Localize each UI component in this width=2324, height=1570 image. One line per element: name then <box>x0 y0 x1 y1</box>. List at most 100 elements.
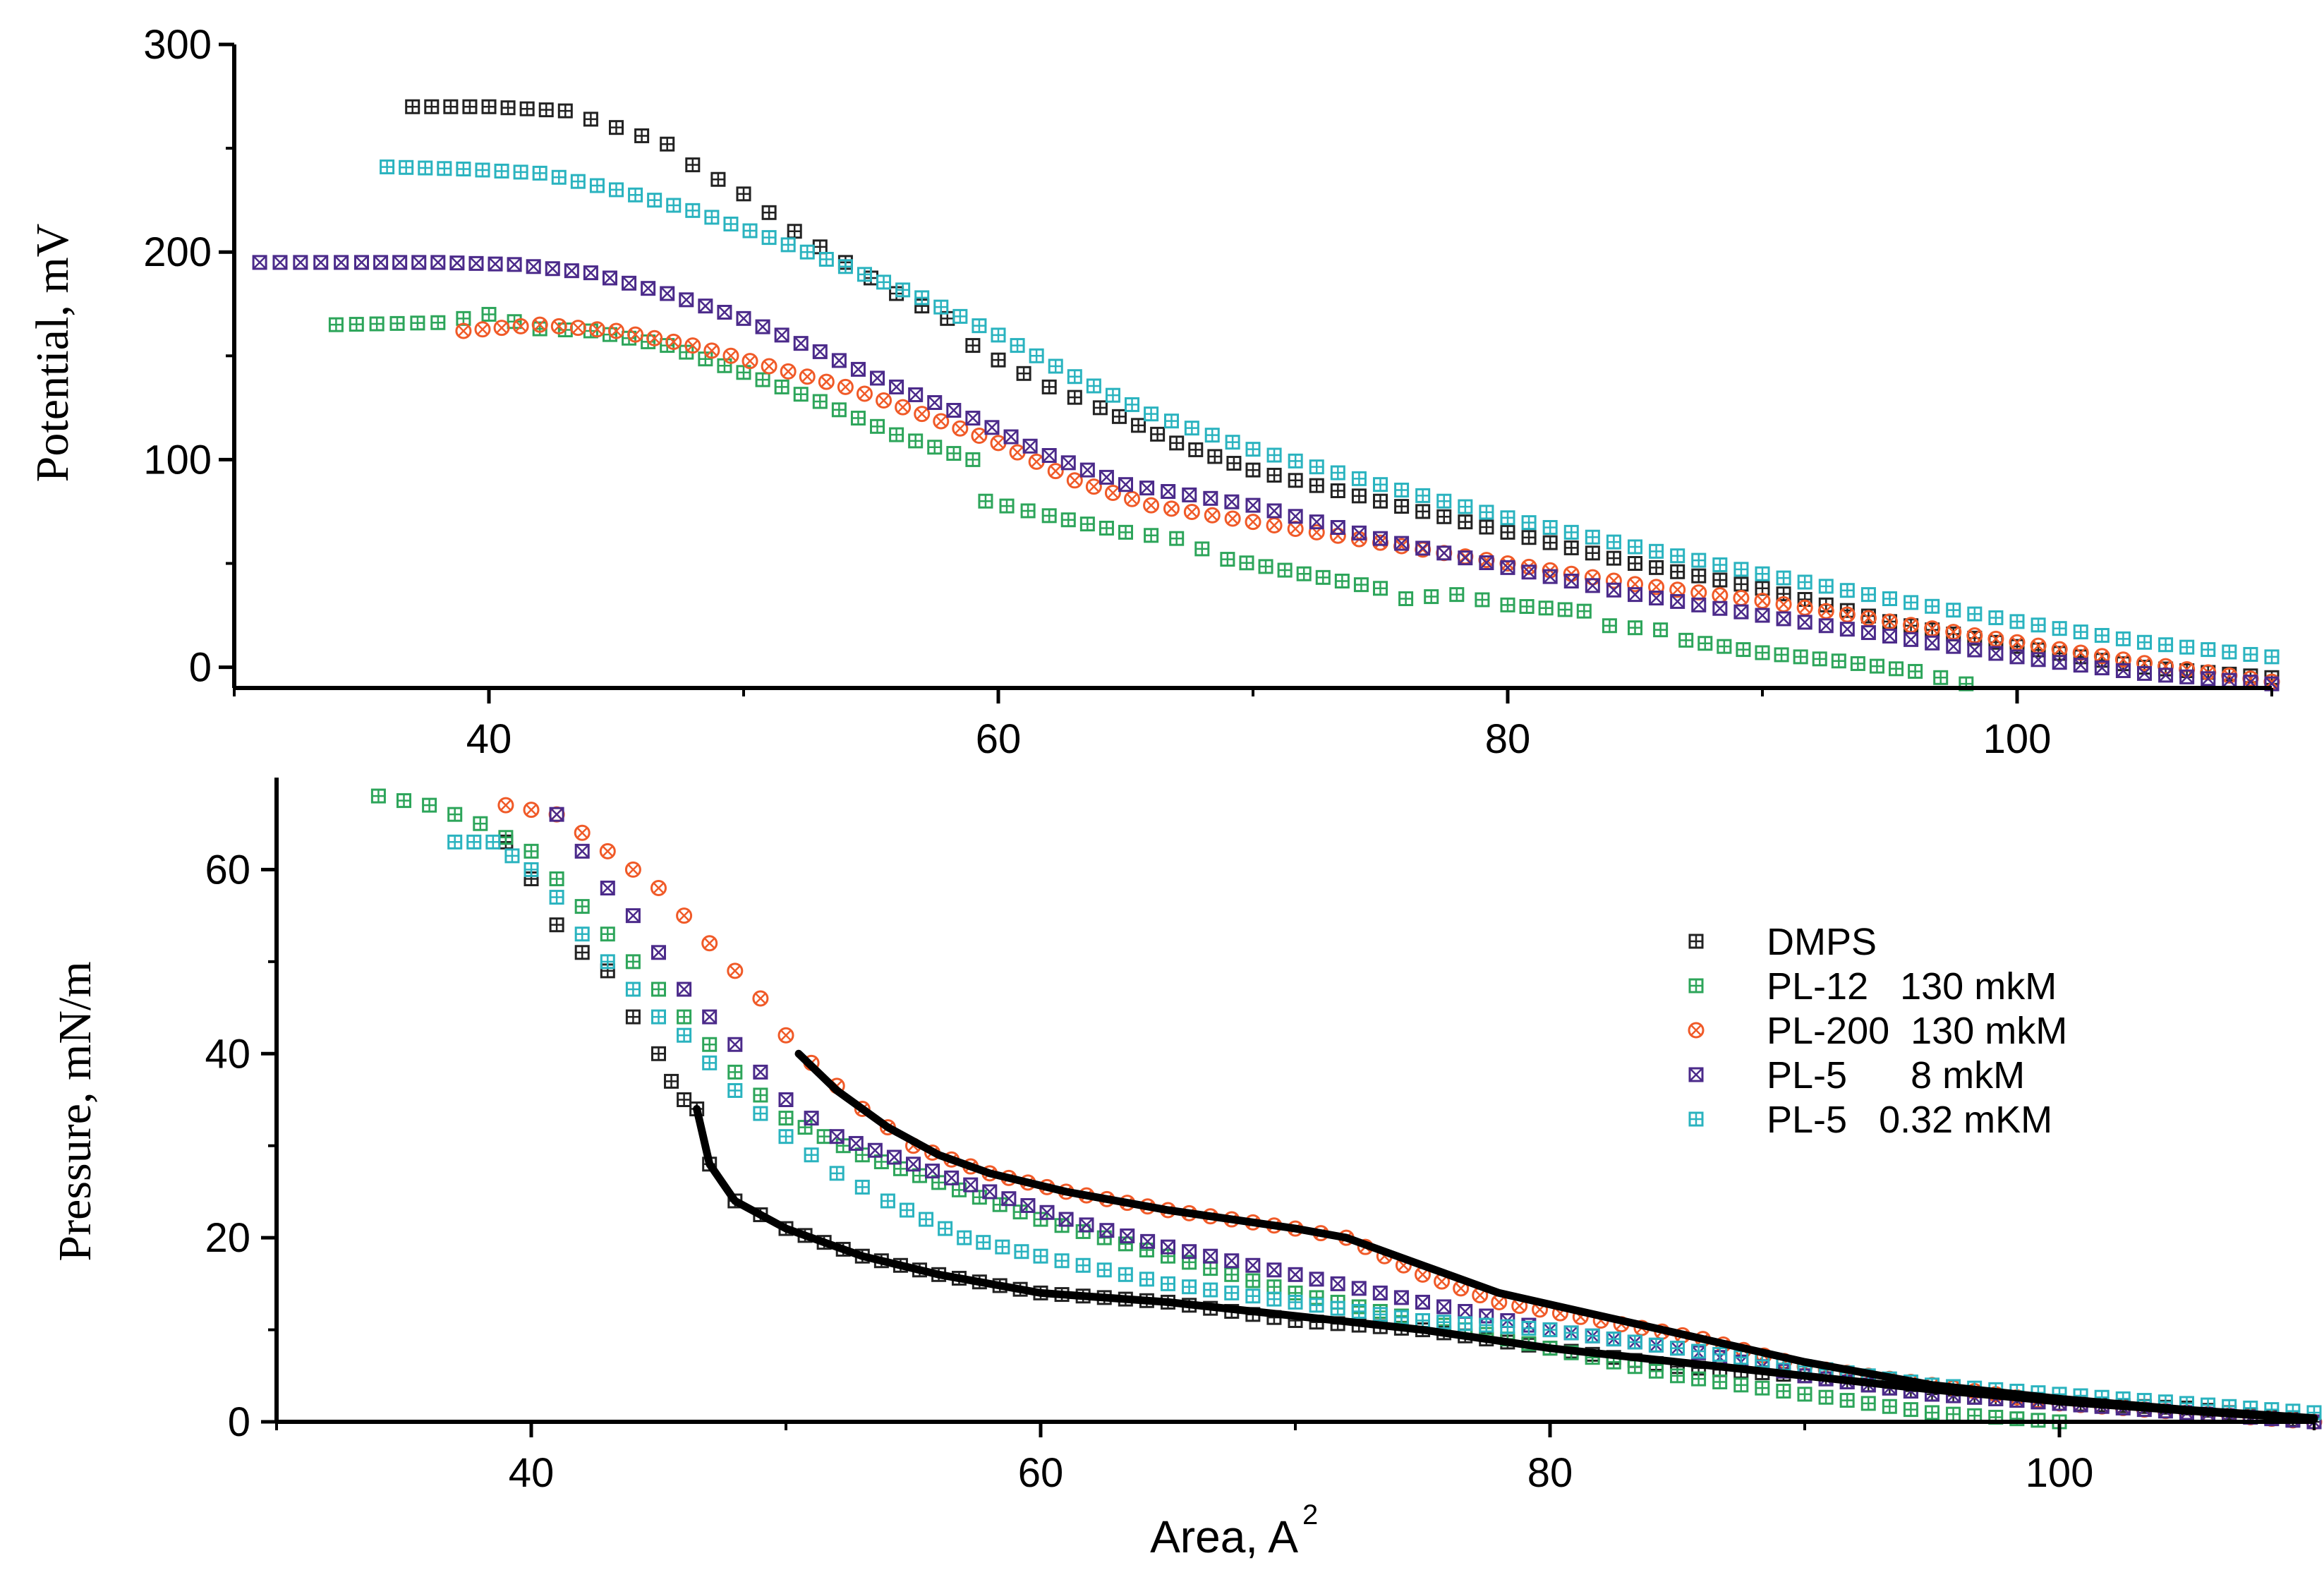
data-point <box>1882 628 1897 644</box>
data-point <box>1139 1272 1154 1287</box>
pressure-fit-layer <box>693 1049 2318 1423</box>
data-point <box>399 159 414 175</box>
y-tick-label: 300 <box>143 22 212 68</box>
data-point <box>507 257 522 272</box>
data-point <box>702 1037 718 1052</box>
data-point <box>1889 661 1904 677</box>
data-point <box>1266 1262 1282 1278</box>
data-point <box>424 99 440 114</box>
data-point <box>1712 587 1729 604</box>
data-point <box>1755 1380 1770 1396</box>
data-point <box>1712 1346 1728 1362</box>
data-point <box>1436 545 1452 561</box>
data-point <box>1458 1316 1473 1332</box>
data-point <box>1085 478 1102 495</box>
data-point <box>397 793 411 809</box>
data-point <box>1003 429 1019 445</box>
data-point <box>1144 528 1159 543</box>
data-point <box>1309 1298 1324 1313</box>
legend-marker <box>1688 1067 1704 1082</box>
x-tick-label: 100 <box>1983 716 2052 762</box>
data-point <box>488 256 503 272</box>
data-point <box>812 394 828 409</box>
data-point <box>449 255 465 271</box>
data-point <box>1245 514 1261 531</box>
data-point <box>793 336 809 351</box>
data-point <box>793 387 809 402</box>
data-point <box>685 157 701 173</box>
data-point <box>466 834 482 850</box>
data-point <box>437 161 452 176</box>
data-point <box>2243 646 2258 662</box>
data-point <box>1563 540 1579 555</box>
data-point <box>474 321 491 338</box>
data-point <box>856 385 873 402</box>
data-point <box>780 237 796 253</box>
data-point <box>475 162 490 178</box>
pressure-ticks: 0 20 40 60 40 60 80 100 <box>205 847 2316 1496</box>
data-point <box>1755 608 1770 623</box>
data-point <box>984 420 1000 435</box>
data-point <box>1120 1228 1135 1244</box>
data-point <box>1776 570 1791 586</box>
data-point <box>494 163 509 179</box>
data-point <box>1670 1368 1685 1384</box>
data-point <box>651 1009 666 1025</box>
x-tick-label: 100 <box>2026 1450 2094 1496</box>
data-point <box>1014 1244 1029 1260</box>
data-point <box>651 982 666 997</box>
legend-marker <box>1688 978 1704 994</box>
fit-curve <box>693 1105 2318 1423</box>
data-point <box>944 1170 960 1185</box>
data-point <box>481 306 497 322</box>
data-point <box>293 255 308 270</box>
data-point <box>1330 1300 1345 1316</box>
data-point <box>1946 1406 1961 1422</box>
data-point <box>500 100 516 116</box>
data-point <box>1436 1299 1452 1315</box>
data-point <box>1733 590 1750 607</box>
data-point <box>526 259 541 274</box>
y-tick-label: 100 <box>143 437 212 483</box>
data-point <box>991 327 1006 343</box>
y-tick-label: 200 <box>143 229 212 275</box>
data-point <box>1169 531 1185 546</box>
data-point <box>978 493 993 509</box>
data-point <box>1627 1359 1642 1375</box>
data-point <box>2222 644 2237 660</box>
data-point <box>1060 512 1076 528</box>
pressure-x-title-sup: 2 <box>1302 1499 1318 1530</box>
data-point <box>1105 387 1120 403</box>
data-point <box>1309 514 1324 530</box>
data-point <box>2094 627 2110 643</box>
data-point <box>1925 598 1940 614</box>
data-point <box>600 926 615 942</box>
data-point <box>1691 552 1707 568</box>
data-point <box>1839 1393 1855 1408</box>
data-point <box>1393 1290 1409 1305</box>
data-point <box>1099 469 1114 485</box>
data-point <box>380 159 395 175</box>
data-point <box>1079 462 1095 478</box>
data-point <box>1124 490 1141 507</box>
data-point <box>1733 1377 1749 1393</box>
data-point <box>549 871 564 886</box>
data-point <box>1538 600 1554 616</box>
data-point <box>589 178 605 193</box>
data-point <box>569 320 586 337</box>
data-point <box>1226 456 1242 471</box>
data-point <box>430 255 446 270</box>
data-point <box>1755 566 1770 581</box>
data-point <box>1415 1313 1430 1329</box>
series-pl-200 <box>455 316 2280 690</box>
data-point <box>742 223 758 238</box>
data-point <box>418 160 433 176</box>
data-point <box>370 788 386 804</box>
fit-curve <box>794 1049 2318 1423</box>
data-point <box>1330 465 1345 481</box>
data-point <box>1500 597 1515 612</box>
data-point <box>1628 555 1642 571</box>
data-point <box>850 411 866 426</box>
data-point <box>549 917 564 933</box>
data-point <box>677 1027 692 1043</box>
